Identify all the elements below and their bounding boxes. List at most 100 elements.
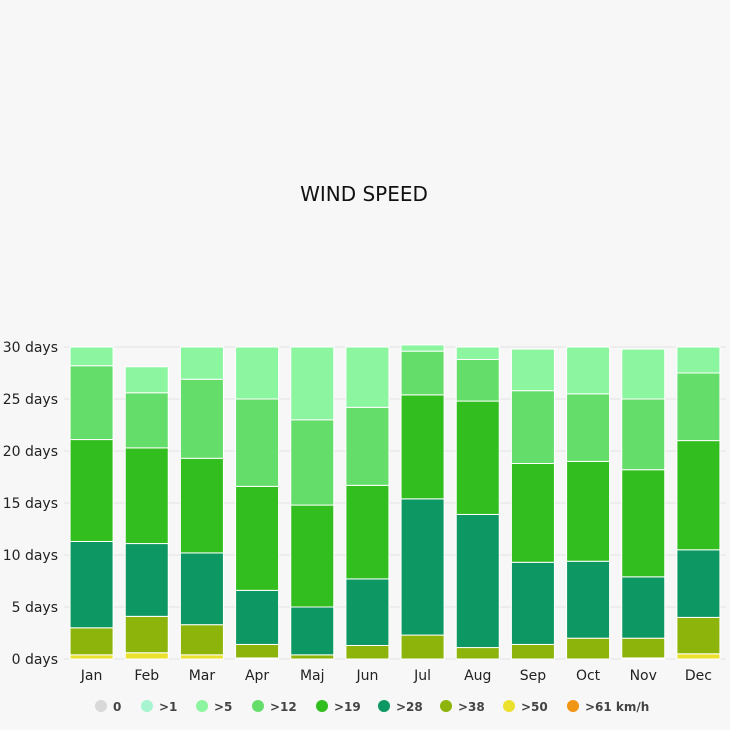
bar-segment[interactable] xyxy=(290,346,335,421)
bar-stack-jan[interactable] xyxy=(69,346,114,660)
bar-segment[interactable] xyxy=(69,627,114,656)
bar-segment[interactable] xyxy=(345,578,390,646)
bar-segment[interactable] xyxy=(566,637,611,660)
legend-item[interactable]: >19 xyxy=(316,700,361,714)
x-tick-label: Mar xyxy=(189,668,216,684)
bar-segment[interactable] xyxy=(69,654,114,660)
bar-stack-dec[interactable] xyxy=(676,346,721,660)
legend[interactable]: 0 >1 >5 >12 >19 >28 >38 >50 >61 km/h xyxy=(95,700,649,714)
bar-segment[interactable] xyxy=(621,637,666,659)
bar-segment[interactable] xyxy=(179,552,224,626)
bar-segment[interactable] xyxy=(621,576,666,639)
bar-segment[interactable] xyxy=(69,365,114,441)
legend-item[interactable]: >12 xyxy=(252,700,297,714)
chart-title: WIND SPEED xyxy=(300,182,428,206)
bar-segment[interactable] xyxy=(400,634,445,660)
bar-stack-aug[interactable] xyxy=(455,346,500,660)
bar-stack-apr[interactable] xyxy=(235,346,280,660)
bar-segment[interactable] xyxy=(235,589,280,645)
bar-segment[interactable] xyxy=(400,350,445,396)
legend-item[interactable]: >28 xyxy=(378,700,423,714)
bar-segment[interactable] xyxy=(69,439,114,542)
bar-segment[interactable] xyxy=(455,358,500,402)
bar-segment[interactable] xyxy=(124,392,169,449)
bar-segment[interactable] xyxy=(345,484,390,580)
x-tick-label: Maj xyxy=(300,668,325,684)
bar-segment[interactable] xyxy=(621,348,666,400)
bar-stack-oct[interactable] xyxy=(566,346,611,660)
legend-item[interactable]: >50 xyxy=(503,700,548,714)
grid-lines xyxy=(64,346,726,660)
bar-stack-jul[interactable] xyxy=(400,344,445,660)
legend-item[interactable]: >61 km/h xyxy=(567,700,649,714)
bar-segment[interactable] xyxy=(676,549,721,618)
bar-segment[interactable] xyxy=(290,504,335,608)
bar-segment[interactable] xyxy=(455,400,500,515)
bar-segment[interactable] xyxy=(290,606,335,656)
bar-segment[interactable] xyxy=(124,447,169,545)
bar-stack-jun[interactable] xyxy=(345,346,390,660)
bar-segment[interactable] xyxy=(455,513,500,649)
legend-item[interactable]: >38 xyxy=(440,700,485,714)
legend-item[interactable]: >5 xyxy=(196,700,232,714)
bar-segment[interactable] xyxy=(179,346,224,380)
legend-label: >5 xyxy=(214,700,232,714)
bar-segment[interactable] xyxy=(124,652,169,660)
legend-swatch xyxy=(316,700,328,712)
x-tick-label: Apr xyxy=(245,668,269,684)
bar-segment[interactable] xyxy=(69,346,114,367)
bar-segment[interactable] xyxy=(510,643,555,660)
bar-segment[interactable] xyxy=(235,398,280,487)
bar-segment[interactable] xyxy=(345,406,390,486)
bar-segment[interactable] xyxy=(235,485,280,591)
legend-item[interactable]: >1 xyxy=(141,700,177,714)
x-axis-ticks: Jan Feb Mar Apr Maj Jun Jul Aug Sep Oct Nov Dec xyxy=(80,668,712,684)
bar-segment[interactable] xyxy=(566,393,611,462)
bar-segment[interactable] xyxy=(124,615,169,654)
bar-segment[interactable] xyxy=(69,540,114,629)
bar-stack-sep[interactable] xyxy=(510,348,555,660)
bar-stack-feb[interactable] xyxy=(124,366,169,660)
bar-segment[interactable] xyxy=(676,346,721,374)
bar-segment[interactable] xyxy=(510,390,555,464)
bar-segment[interactable] xyxy=(235,346,280,400)
bar-segment[interactable] xyxy=(621,398,666,471)
legend-swatch xyxy=(503,700,515,712)
bar-segment[interactable] xyxy=(455,647,500,660)
bar-segment[interactable] xyxy=(179,624,224,656)
bar-segment[interactable] xyxy=(179,654,224,660)
x-tick-label: Oct xyxy=(576,668,601,684)
bar-segment[interactable] xyxy=(179,457,224,554)
bar-segment[interactable] xyxy=(510,561,555,645)
bar-segment[interactable] xyxy=(676,372,721,442)
bar-segment[interactable] xyxy=(676,440,721,551)
bar-segment[interactable] xyxy=(566,346,611,395)
bar-stack-maj[interactable] xyxy=(290,346,335,660)
bar-segment[interactable] xyxy=(290,654,335,660)
bar-segment[interactable] xyxy=(400,344,445,352)
bar-segment[interactable] xyxy=(400,394,445,500)
bar-stack-nov[interactable] xyxy=(621,348,666,660)
x-tick-label: Jul xyxy=(413,668,431,684)
bar-segment[interactable] xyxy=(455,346,500,360)
legend-swatch xyxy=(95,700,107,712)
bar-segment[interactable] xyxy=(124,543,169,617)
y-tick-label: 0 days xyxy=(12,652,58,668)
bar-segment[interactable] xyxy=(510,462,555,563)
bar-segment[interactable] xyxy=(124,366,169,394)
legend-item[interactable]: 0 xyxy=(95,700,121,714)
bar-segment[interactable] xyxy=(179,378,224,459)
bar-segment[interactable] xyxy=(345,644,390,660)
bar-segment[interactable] xyxy=(510,348,555,392)
bar-stack-mar[interactable] xyxy=(179,346,224,660)
bar-segment[interactable] xyxy=(621,469,666,578)
bar-segment[interactable] xyxy=(566,460,611,562)
bar-segment[interactable] xyxy=(566,560,611,639)
bar-segment[interactable] xyxy=(676,616,721,655)
bar-segment[interactable] xyxy=(345,346,390,408)
bar-segment[interactable] xyxy=(290,419,335,506)
x-tick-label: Sep xyxy=(520,668,547,684)
bar-segment[interactable] xyxy=(400,498,445,636)
bar-segment[interactable] xyxy=(676,653,721,660)
bar-segment[interactable] xyxy=(235,643,280,659)
